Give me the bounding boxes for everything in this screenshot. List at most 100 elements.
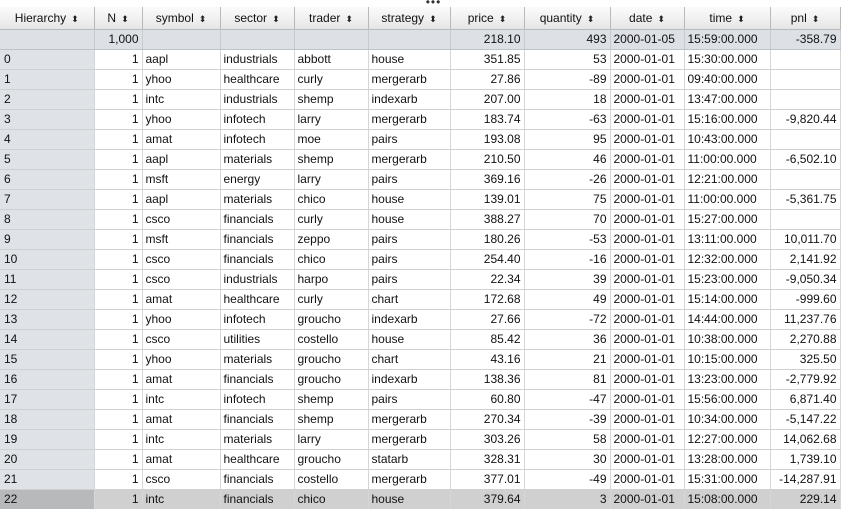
cell-hier[interactable]: 22 — [0, 489, 95, 509]
cell-trader: curly — [294, 289, 369, 310]
cell-price: 379.64 — [450, 489, 525, 509]
table-row[interactable]: 20 1 amat healthcare groucho statarb 328.31 30 2… — [0, 449, 841, 470]
cell-pnl: 2,141.92 — [770, 249, 841, 270]
table-row[interactable]: 16 1 amat financials groucho indexarb 138.36 81… — [0, 369, 841, 390]
table-row[interactable]: 21 1 csco financials costello mergerarb 377.01… — [0, 469, 841, 490]
cell-symbol: intc — [142, 389, 221, 410]
cell-price: 180.26 — [450, 229, 525, 250]
sort-icon[interactable]: ⬍ — [272, 13, 280, 24]
table-row[interactable]: 1 1 yhoo healthcare curly mergerarb 27.86 -89 20… — [0, 69, 841, 90]
cell-symbol: intc — [142, 429, 221, 450]
table-row[interactable]: 6 1 msft energy larry pairs 369.16 -26 2000-01-0… — [0, 169, 841, 190]
table-row[interactable]: 19 1 intc materials larry mergerarb 303.26 58 20… — [0, 429, 841, 450]
sort-icon[interactable]: ⬍ — [737, 13, 745, 24]
cell-quantity: -63 — [524, 109, 611, 130]
table-row[interactable]: 10 1 csco financials chico pairs 254.40 -16 2000… — [0, 249, 841, 270]
cell-pnl: -6,502.10 — [770, 149, 841, 170]
cell-sector: financials — [220, 409, 295, 430]
table-row[interactable]: 22 1 intc financials chico house 379.64 3 2000-0… — [0, 489, 841, 509]
cell-hier[interactable]: 16 — [0, 369, 95, 390]
table-row[interactable]: 12 1 amat healthcare curly chart 172.68 49 2000-… — [0, 289, 841, 310]
cell-price: 172.68 — [450, 289, 525, 310]
table-row[interactable]: 13 1 yhoo infotech groucho indexarb 27.66 -72 20… — [0, 309, 841, 330]
cell-hier[interactable]: 6 — [0, 169, 95, 190]
table-row[interactable]: 8 1 csco financials curly house 388.27 70 2000-0… — [0, 209, 841, 230]
cell-hier[interactable]: 15 — [0, 349, 95, 370]
sort-icon[interactable]: ⬍ — [498, 13, 507, 24]
cell-hier[interactable]: 13 — [0, 309, 95, 330]
cell-trader: costello — [294, 329, 369, 350]
table-row[interactable]: 9 1 msft financials zeppo pairs 180.26 -53 2000-… — [0, 229, 841, 250]
cell-hier[interactable]: 0 — [0, 49, 95, 70]
cell-trader: larry — [294, 169, 369, 190]
column-header-time[interactable]: time ⬍ — [684, 7, 771, 30]
resize-handle[interactable]: ••• — [425, 0, 442, 9]
cell-hier[interactable]: 3 — [0, 109, 95, 130]
sort-icon[interactable]: ⬍ — [345, 13, 353, 24]
cell-hier[interactable]: 8 — [0, 209, 95, 230]
cell-hier[interactable]: 14 — [0, 329, 95, 350]
column-header-date[interactable]: date ⬍ — [610, 7, 685, 30]
cell-quantity: 70 — [524, 209, 611, 230]
cell-trader: groucho — [294, 449, 369, 470]
column-header-quantity[interactable]: quantity ⬍ — [524, 7, 611, 30]
cell-quantity: 21 — [524, 349, 611, 370]
cell-hier[interactable]: 2 — [0, 89, 95, 110]
cell-hier[interactable]: 21 — [0, 469, 95, 490]
cell-date: 2000-01-01 — [610, 489, 685, 509]
cell-hier[interactable]: 18 — [0, 409, 95, 430]
sort-icon[interactable]: ⬍ — [586, 13, 595, 24]
cell-time: 12:27:00.000 — [684, 429, 771, 450]
cell-hier[interactable]: 19 — [0, 429, 95, 450]
cell-hier[interactable]: 10 — [0, 249, 95, 270]
column-header-hier[interactable]: Hierarchy ⬍ — [0, 7, 95, 30]
sort-icon[interactable]: ⬍ — [121, 13, 129, 24]
sort-icon[interactable]: ⬍ — [429, 13, 437, 24]
cell-date: 2000-01-01 — [610, 309, 685, 330]
table-row[interactable]: 0 1 aapl industrials abbott house 351.85 53 2000… — [0, 49, 841, 70]
cell-n: 1 — [94, 469, 143, 490]
cell-date: 2000-01-01 — [610, 369, 685, 390]
column-header-sector[interactable]: sector ⬍ — [220, 7, 295, 30]
table-row[interactable]: 7 1 aapl materials chico house 139.01 75 2000-01… — [0, 189, 841, 210]
column-header-price[interactable]: price ⬍ — [450, 7, 525, 30]
column-header-pnl[interactable]: pnl ⬍ — [770, 7, 841, 30]
table-row[interactable]: 14 1 csco utilities costello house 85.42 36 2000… — [0, 329, 841, 350]
table-row[interactable]: 18 1 amat financials shemp mergerarb 270.34 -39… — [0, 409, 841, 430]
total-cell-pnl: -358.79 — [770, 29, 841, 50]
sort-icon[interactable]: ⬍ — [811, 13, 820, 24]
column-header-strategy[interactable]: strategy ⬍ — [368, 7, 451, 30]
sort-icon[interactable]: ⬍ — [71, 13, 79, 24]
cell-symbol: amat — [142, 449, 221, 470]
table-row[interactable]: 3 1 yhoo infotech larry mergerarb 183.74 -63 200… — [0, 109, 841, 130]
cell-hier[interactable]: 20 — [0, 449, 95, 470]
sort-icon[interactable]: ⬍ — [657, 13, 665, 24]
cell-symbol: yhoo — [142, 309, 221, 330]
table-row[interactable]: 2 1 intc industrials shemp indexarb 207.00 18 20… — [0, 89, 841, 110]
cell-hier[interactable]: 1 — [0, 69, 95, 90]
cell-hier[interactable]: 17 — [0, 389, 95, 410]
table-row[interactable]: 11 1 csco industrials harpo pairs 22.34 39 2000-… — [0, 269, 841, 290]
cell-pnl — [770, 69, 841, 90]
cell-sector: healthcare — [220, 289, 295, 310]
cell-hier[interactable]: 5 — [0, 149, 95, 170]
column-header-symbol[interactable]: symbol ⬍ — [142, 7, 221, 30]
cell-hier[interactable]: 7 — [0, 189, 95, 210]
table-row[interactable]: 5 1 aapl materials shemp mergerarb 210.50 46 200… — [0, 149, 841, 170]
sort-icon[interactable]: ⬍ — [198, 13, 207, 24]
column-header-label: quantity — [539, 11, 582, 25]
table-row[interactable]: 15 1 yhoo materials groucho chart 43.16 21 2000-… — [0, 349, 841, 370]
cell-symbol: aapl — [142, 49, 221, 70]
column-header-trader[interactable]: trader ⬍ — [294, 7, 369, 30]
cell-hier[interactable]: 11 — [0, 269, 95, 290]
column-header-n[interactable]: N ⬍ — [94, 7, 143, 30]
cell-hier[interactable]: 12 — [0, 289, 95, 310]
cell-time: 13:23:00.000 — [684, 369, 771, 390]
table-row[interactable]: 17 1 intc infotech shemp pairs 60.80 -47 2000-01… — [0, 389, 841, 410]
cell-date: 2000-01-01 — [610, 169, 685, 190]
cell-hier[interactable]: 4 — [0, 129, 95, 150]
cell-symbol: yhoo — [142, 349, 221, 370]
table-row[interactable]: 4 1 amat infotech moe pairs 193.08 95 2000-01-01… — [0, 129, 841, 150]
cell-hier[interactable]: 9 — [0, 229, 95, 250]
cell-date: 2000-01-01 — [610, 229, 685, 250]
